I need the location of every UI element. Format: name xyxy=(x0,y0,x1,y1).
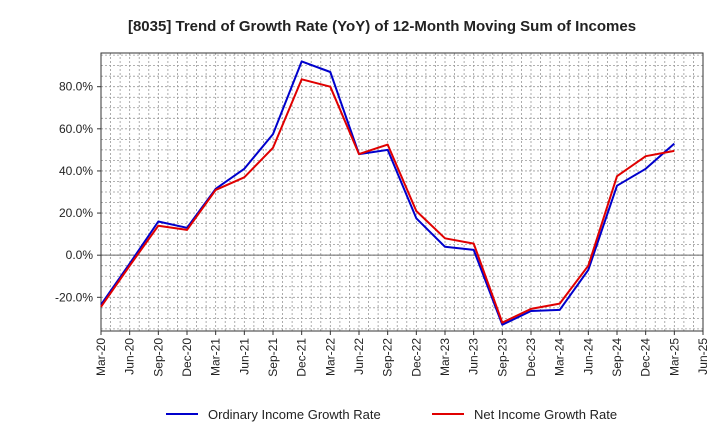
x-tick-label: Sep-24 xyxy=(610,338,624,377)
plot-area: -20.0% 0.0% 20.0% 40.0% 60.0% 80.0% Mar-20 Jun-… xyxy=(55,52,710,377)
x-tick-label: Sep-21 xyxy=(266,338,280,377)
series-line-2 xyxy=(100,78,675,324)
x-tick-label: Dec-21 xyxy=(295,338,309,377)
y-tick-label: 20.0% xyxy=(59,206,93,220)
x-tick-label: Mar-22 xyxy=(323,338,337,376)
x-tick-label: Dec-24 xyxy=(639,338,653,377)
legend-label-1: Ordinary Income Growth Rate xyxy=(208,407,381,422)
series-line-1 xyxy=(100,60,675,326)
y-tick-label: 40.0% xyxy=(59,164,93,178)
x-tick-label: Jun-24 xyxy=(581,338,595,375)
x-tick-label: Mar-24 xyxy=(553,338,567,376)
x-tick-label: Dec-23 xyxy=(524,338,538,377)
y-tick-label: -20.0% xyxy=(55,290,93,304)
x-tick-label: Jun-23 xyxy=(467,338,481,375)
x-tick-label: Jun-22 xyxy=(352,338,366,375)
x-tick-label: Sep-20 xyxy=(151,338,165,377)
y-tick-label: 60.0% xyxy=(59,122,93,136)
x-tick-label: Dec-22 xyxy=(409,338,423,377)
chart-title: [8035] Trend of Growth Rate (YoY) of 12-… xyxy=(128,18,636,35)
x-tick-label: Sep-22 xyxy=(381,338,395,377)
x-tick-label: Mar-21 xyxy=(209,338,223,376)
legend-label-2: Net Income Growth Rate xyxy=(474,407,617,422)
y-tick-label: 0.0% xyxy=(66,248,94,262)
plot-frame xyxy=(100,52,704,332)
x-tick-label: Mar-23 xyxy=(438,338,452,376)
x-tick-label: Mar-20 xyxy=(94,338,108,376)
x-tick-label: Sep-23 xyxy=(495,338,509,377)
x-tick-label: Mar-25 xyxy=(667,338,681,376)
x-tick-label: Jun-25 xyxy=(696,338,710,375)
x-tick-label: Jun-20 xyxy=(123,338,137,375)
x-tick-label: Jun-21 xyxy=(237,338,251,375)
legend: Ordinary Income Growth Rate Net Income Gr… xyxy=(166,407,617,422)
x-tick-label: Dec-20 xyxy=(180,338,194,377)
y-tick-label: 80.0% xyxy=(59,80,93,94)
